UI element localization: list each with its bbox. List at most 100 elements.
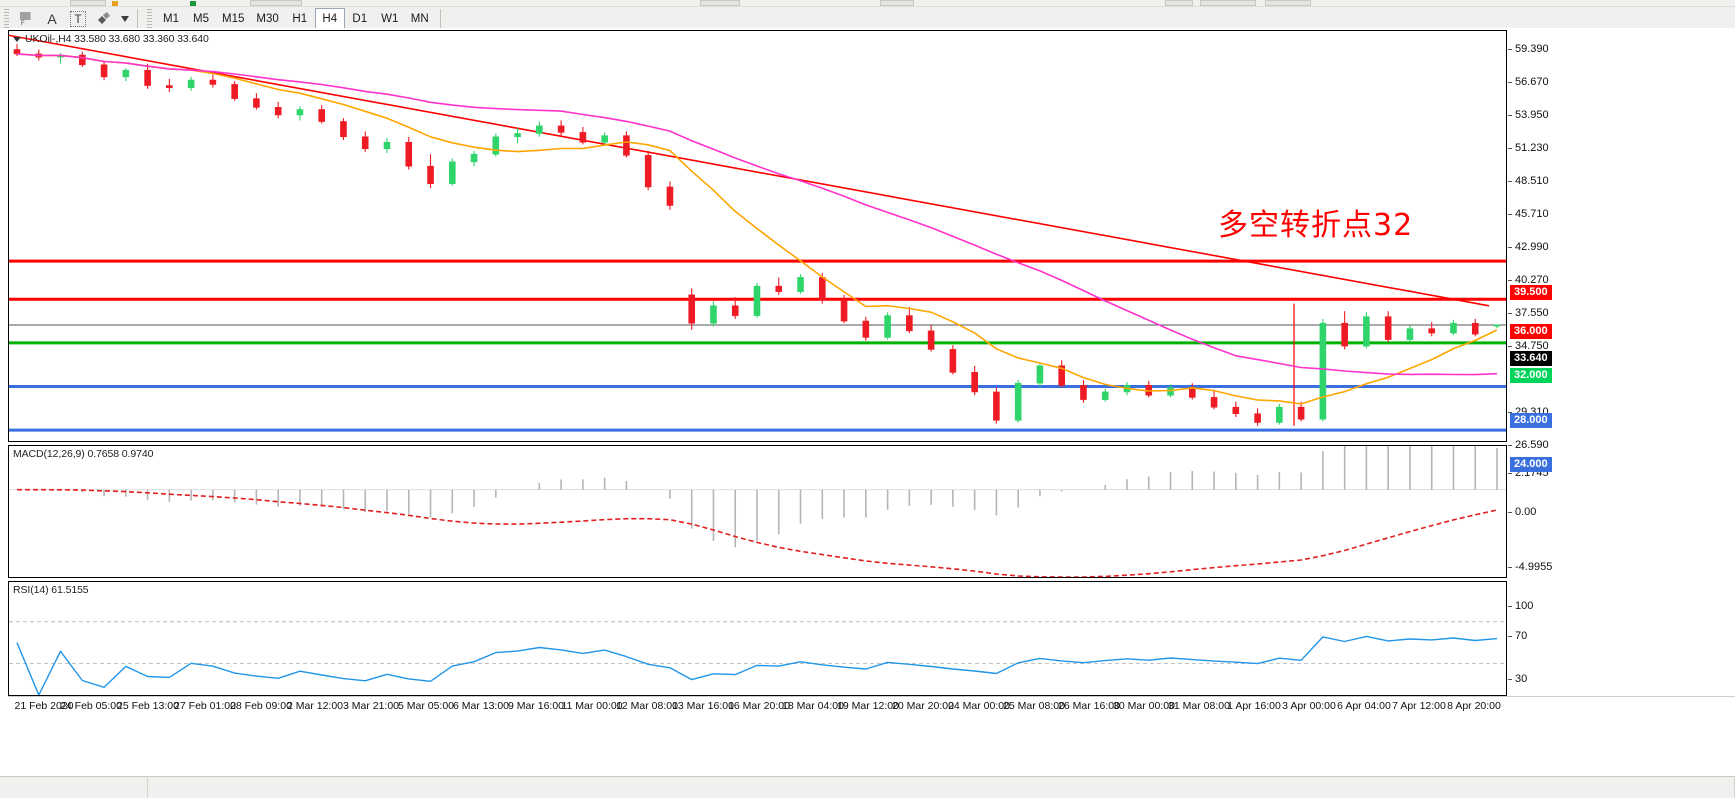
timeframe-m5[interactable]: M5	[193, 12, 209, 25]
time-tick-20: 30 Mar 00:00	[1113, 700, 1175, 712]
timeframe-h1[interactable]: H1	[292, 12, 308, 25]
rsi-line[interactable]	[16, 635, 1498, 695]
chevron-down-icon	[120, 15, 129, 22]
level-39-500[interactable]: 39.500	[1510, 285, 1552, 300]
crosshair-glyph: F	[19, 12, 31, 26]
toolbar-overflow-strip	[0, 0, 1735, 7]
time-tick-9: 9 Mar 16:00	[507, 700, 565, 712]
time-tick-21: 31 Mar 08:00	[1168, 700, 1230, 712]
tick-dash	[1508, 605, 1512, 607]
toolbar-grip-1[interactable]	[4, 8, 9, 29]
rsi-panel[interactable]: RSI(14) 61.5155	[8, 581, 1507, 696]
level-32-000[interactable]: 32.000	[1510, 368, 1552, 383]
tick-value: 34.750	[1515, 340, 1549, 352]
tick-dash	[1508, 147, 1512, 149]
stub-button-d[interactable]	[880, 0, 914, 6]
stub-button-e[interactable]	[1165, 0, 1193, 6]
time-tick-18: 25 Mar 08:00	[1003, 700, 1065, 712]
chart-root: UKOil-,H4 33.580 33.680 33.360 33.640 MA…	[0, 28, 1735, 798]
tick-value: 26.590	[1515, 439, 1549, 451]
time-axis[interactable]: 21 Feb 2020 24 Feb 05:00 25 Feb 13:00 27 Fe…	[8, 698, 1507, 716]
level-36-000[interactable]: 36.000	[1510, 324, 1552, 339]
toolbar-separator-2	[439, 8, 441, 29]
axis-tick-price-42.990: 42.990	[1508, 241, 1549, 253]
axis-tick-price-51.230: 51.230	[1508, 142, 1549, 154]
price-plot-svg	[9, 34, 1506, 432]
current-price-33-640[interactable]: 33.640	[1510, 351, 1552, 366]
tick-value: 30	[1515, 673, 1528, 685]
tick-value: 48.510	[1515, 175, 1549, 187]
axis-tick-price-59.390: 59.390	[1508, 43, 1549, 55]
rsi-plot-svg	[9, 621, 1506, 695]
stub-indicator-green	[190, 1, 196, 6]
text-label-tool-icon[interactable]: T	[65, 7, 91, 31]
timeframe-w1[interactable]: W1	[381, 12, 399, 25]
macd-plot	[9, 446, 1506, 577]
time-tick-23: 3 Apr 00:00	[1282, 700, 1336, 712]
timeframe-d1[interactable]: D1	[352, 12, 368, 25]
axis-tick-price-48.510: 48.510	[1508, 175, 1549, 187]
letter-a-glyph: A	[47, 10, 57, 27]
stub-button-c[interactable]	[700, 0, 740, 6]
macd-histogram	[37, 446, 1498, 548]
axis-tick-price-26.590: 26.590	[1508, 439, 1549, 451]
tick-dash	[1508, 345, 1512, 347]
time-tick-25: 7 Apr 12:00	[1392, 700, 1446, 712]
time-tick-6: 3 Mar 21:00	[342, 700, 400, 712]
macd-signal-line[interactable]	[17, 488, 1498, 577]
toolbar-grip-2[interactable]	[147, 8, 152, 29]
time-tick-11: 12 Mar 08:00	[616, 700, 678, 712]
status-bar	[0, 776, 1735, 798]
axis-tick-macd--4.9955: -4.9955	[1508, 561, 1552, 573]
collapse-arrow-icon[interactable]	[13, 36, 21, 42]
tick-dash	[1508, 279, 1512, 281]
tick-value: 100	[1515, 600, 1534, 612]
tick-value: 53.950	[1515, 109, 1549, 121]
downtrend-line[interactable]	[9, 34, 1490, 307]
stub-button-g[interactable]	[1265, 0, 1311, 6]
timeframe-mn[interactable]: MN	[410, 12, 429, 25]
tick-value: 0.00	[1515, 506, 1537, 518]
svg-text:F: F	[21, 21, 25, 26]
level-24-000[interactable]: 24.000	[1510, 457, 1552, 472]
tick-dash	[1508, 511, 1512, 513]
tick-dash	[1508, 246, 1512, 248]
axis-tick-price-34.750: 34.750	[1508, 340, 1549, 352]
time-tick-15: 19 Mar 12:00	[837, 700, 899, 712]
axis-tick-price-40.270: 40.270	[1508, 274, 1549, 286]
moving-average-fast-line[interactable]	[16, 53, 1498, 405]
time-tick-4: 28 Feb 09:00	[230, 700, 292, 712]
axis-tick-price-37.550: 37.550	[1508, 307, 1549, 319]
text-tool-icon[interactable]: A	[39, 7, 65, 31]
tick-value: 40.270	[1515, 274, 1549, 286]
status-left-cell	[0, 777, 148, 798]
tick-value: 56.670	[1515, 76, 1549, 88]
axis-tick-macd-0.00: 0.00	[1508, 506, 1536, 518]
stub-button-a[interactable]	[70, 0, 106, 6]
tick-dash	[1508, 312, 1512, 314]
macd-panel[interactable]: MACD(12,26,9) 0.7658 0.9740	[8, 445, 1507, 578]
timeframe-m30[interactable]: M30	[256, 12, 279, 25]
stub-button-f[interactable]	[1200, 0, 1256, 6]
price-panel[interactable]: UKOil-,H4 33.580 33.680 33.360 33.640	[8, 30, 1507, 442]
objects-tool-icon[interactable]	[91, 7, 117, 31]
objects-dropdown-icon[interactable]	[117, 7, 132, 31]
tick-value: -4.9955	[1515, 561, 1553, 573]
status-middle-cell	[148, 777, 1735, 798]
timeframe-m1[interactable]: M1	[163, 12, 179, 25]
timeframe-m15[interactable]: M15	[222, 12, 245, 25]
timeframe-h4[interactable]: H4	[314, 7, 345, 30]
level-28-000[interactable]: 28.000	[1510, 413, 1552, 428]
time-tick-24: 6 Apr 04:00	[1337, 700, 1391, 712]
tick-dash	[1508, 635, 1512, 637]
crosshair-tool-icon[interactable]: F	[13, 7, 39, 31]
moving-average-slow-line[interactable]	[16, 53, 1498, 376]
timeframe-group: M1 M5 M15 M30 H1 H4 D1 W1 MN	[156, 6, 435, 32]
stub-button-b[interactable]	[250, 0, 302, 6]
tick-dash	[1508, 180, 1512, 182]
shapes-glyph	[98, 11, 110, 24]
tick-dash	[1508, 566, 1512, 568]
candle-series	[13, 44, 1501, 426]
tick-dash	[1508, 444, 1512, 446]
price-axis[interactable]: 59.390 56.670 53.950 51.230 48.510 45.710 42.9…	[1508, 30, 1728, 696]
